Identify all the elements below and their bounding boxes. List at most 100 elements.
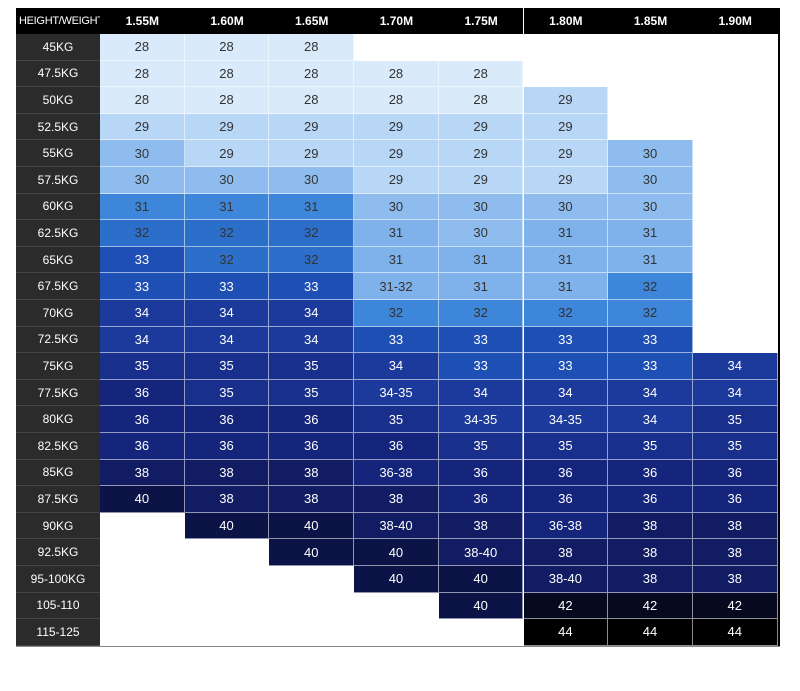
size-cell: 33: [438, 353, 524, 380]
size-cell: 38: [184, 459, 270, 487]
size-cell: 31: [608, 220, 693, 247]
size-cell: 34: [692, 379, 778, 407]
size-cell: 38-40: [523, 566, 609, 593]
size-cell: 44: [692, 619, 778, 646]
size-cell: 28: [354, 87, 439, 114]
size-cell: 30: [100, 140, 185, 167]
size-cell: 29: [269, 113, 355, 141]
size-cell: 28: [269, 87, 355, 114]
weight-label: 95-100KG: [16, 566, 100, 593]
size-cell: 44: [608, 619, 693, 646]
size-cell: 33: [100, 246, 185, 274]
size-cell: 30: [100, 167, 185, 194]
size-cell: 34: [354, 353, 439, 380]
size-cell: 36: [100, 406, 185, 433]
weight-label: 67.5KG: [16, 273, 100, 300]
size-cell: 34: [100, 326, 185, 354]
size-cell: 28: [100, 34, 185, 61]
size-cell: 40: [184, 512, 270, 540]
size-cell: 28: [184, 87, 270, 114]
weight-label: 50KG: [16, 87, 100, 114]
size-cell: 28: [354, 60, 439, 88]
size-cell: 38: [523, 539, 609, 566]
size-cell: 38: [100, 459, 185, 487]
size-cell: 38: [692, 566, 778, 593]
size-cell: 32: [354, 300, 439, 327]
size-cell: 31: [269, 193, 355, 221]
height-header: 1.55M: [100, 8, 185, 34]
size-cell: 36: [269, 406, 355, 433]
size-cell: 36: [100, 433, 185, 460]
size-cell: 40: [354, 539, 439, 566]
size-cell: 29: [523, 140, 609, 167]
weight-label: 85KG: [16, 459, 100, 487]
size-cell: 34: [438, 379, 524, 407]
size-cell: 29: [523, 113, 609, 141]
size-cell: 44: [523, 619, 609, 646]
size-cell: 36: [692, 486, 778, 513]
size-cell: 35: [100, 353, 185, 380]
height-header: 1.85M: [608, 8, 693, 34]
size-cell: 35: [354, 406, 439, 433]
weight-label: 105-110: [16, 592, 100, 620]
weight-label: 65KG: [16, 246, 100, 274]
size-cell: 36: [438, 486, 524, 513]
size-cell: 30: [523, 193, 609, 221]
size-cell: 29: [354, 140, 439, 167]
size-cell: 34-35: [523, 406, 609, 433]
size-cell: 29: [269, 140, 355, 167]
size-cell: 31: [523, 220, 609, 247]
weight-label: 75KG: [16, 353, 100, 380]
size-cell: 42: [523, 592, 609, 620]
weight-label: 82.5KG: [16, 433, 100, 460]
size-cell: 30: [269, 167, 355, 194]
size-cell: 29: [184, 113, 270, 141]
size-cell: 28: [100, 60, 185, 88]
size-cell: 32: [438, 300, 524, 327]
height-header: 1.65M: [269, 8, 355, 34]
size-cell: 34: [523, 379, 609, 407]
size-cell: 40: [438, 566, 524, 593]
corner-header: HEIGHT/WEIGHT: [16, 8, 104, 34]
size-cell: 38: [184, 486, 270, 513]
weight-label: 87.5KG: [16, 486, 100, 513]
size-cell: 34-35: [354, 379, 439, 407]
size-cell: 34: [184, 326, 270, 354]
size-cell: 36: [184, 406, 270, 433]
size-cell: 38: [438, 512, 524, 540]
size-cell: 30: [608, 140, 693, 167]
size-cell: 29: [184, 140, 270, 167]
weight-label: 90KG: [16, 512, 100, 540]
size-cell: 32: [184, 246, 270, 274]
size-cell: 29: [354, 113, 439, 141]
size-cell: 35: [692, 406, 778, 433]
size-cell: 31: [523, 246, 609, 274]
size-cell: 36: [184, 433, 270, 460]
size-cell: 36: [438, 459, 524, 487]
size-cell: 34: [608, 406, 693, 433]
size-cell: 34: [269, 326, 355, 354]
weight-label: 70KG: [16, 300, 100, 327]
size-cell: 42: [608, 592, 693, 620]
size-cell: 34: [184, 300, 270, 327]
size-cell: 33: [184, 273, 270, 300]
size-cell: 42: [692, 592, 778, 620]
size-cell: 35: [438, 433, 524, 460]
size-cell: 40: [438, 592, 524, 620]
size-cell: 28: [269, 60, 355, 88]
size-cell: 36-38: [354, 459, 439, 487]
weight-label: 115-125: [16, 619, 100, 646]
weight-label: 92.5KG: [16, 539, 100, 566]
size-cell: 36: [523, 486, 609, 513]
size-cell: 36: [608, 459, 693, 487]
weight-label: 47.5KG: [16, 60, 100, 88]
weight-label: 60KG: [16, 193, 100, 221]
size-cell: 40: [269, 512, 355, 540]
size-cell: 38: [269, 486, 355, 513]
size-cell: 32: [608, 273, 693, 300]
size-cell: 28: [269, 34, 355, 61]
size-cell: 40: [100, 486, 185, 513]
size-cell: 31: [354, 246, 439, 274]
size-cell: 33: [100, 273, 185, 300]
size-cell: 32: [269, 246, 355, 274]
